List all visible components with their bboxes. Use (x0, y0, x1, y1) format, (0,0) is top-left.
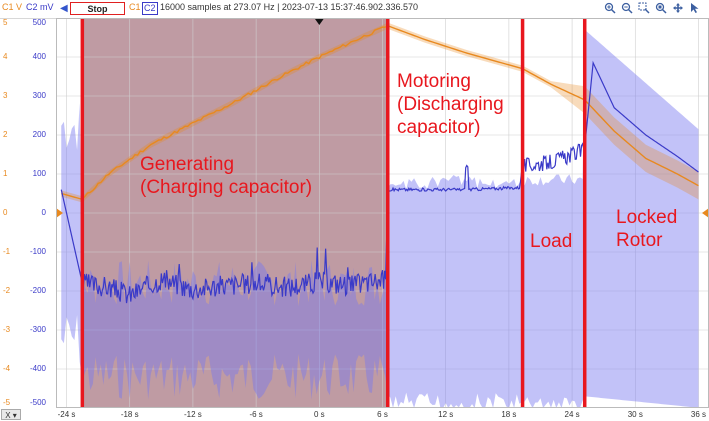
nav-left-icon[interactable]: ◀ (60, 3, 68, 14)
chevron-down-icon: ▾ (12, 411, 17, 420)
annotation-load: Load (530, 230, 572, 253)
x-tick-label: 0 s (313, 410, 325, 419)
stop-button[interactable]: Stop (70, 2, 125, 15)
c1-tick-label: 0 (3, 208, 8, 217)
c1-tick-label: -4 (3, 364, 11, 373)
c2-tick-label: -100 (29, 247, 46, 256)
annotation-text: Generating (140, 154, 235, 175)
c1-tick-label: -3 (3, 325, 11, 334)
c1-tick-label: 3 (3, 91, 8, 100)
cursor-icon[interactable] (688, 2, 701, 15)
c1-tick-label: 1 (3, 169, 8, 178)
c2-tick-label: -200 (29, 286, 46, 295)
c2-envelope (61, 30, 699, 408)
c2-tick-label: -300 (29, 325, 46, 334)
x-tick-label: 18 s (501, 410, 517, 419)
x-axis-bar: X ▾ -24 s -18 s -12 s -6 s 0 s 6 s 12 s 18 s 24 … (0, 408, 709, 421)
c2-tick-label: 500 (32, 18, 46, 27)
annotation-text: (Discharging (397, 94, 504, 115)
toolbar: C1 V C2 mV ◀ Stop C1 C2 16000 samples at… (0, 0, 709, 19)
channel-2-toggle[interactable]: C2 (142, 2, 158, 15)
c2-tick-label: -400 (29, 364, 46, 373)
zoom-box-icon[interactable] (637, 2, 650, 15)
c2-unit-label: C2 mV (26, 2, 54, 12)
x-tick-label: -18 s (120, 410, 139, 419)
x-tick-label: 6 s (377, 410, 388, 419)
x-button-label: X (5, 411, 11, 420)
annotation-text: (Charging capacitor) (140, 177, 313, 198)
c2-tick-label: 0 (41, 208, 46, 217)
annotation-text: Locked (616, 207, 678, 228)
c1-unit-label: C1 V (2, 2, 23, 12)
trigger-marker-icon (314, 18, 325, 25)
x-axis-menu-button[interactable]: X ▾ (1, 409, 21, 420)
c1-tick-label: 5 (3, 18, 8, 27)
zero-marker-left-icon (56, 208, 63, 218)
c2-tick-label: 200 (32, 130, 46, 139)
c1-tick-label: 2 (3, 130, 8, 139)
annotation-text: capacitor) (397, 117, 481, 138)
y-axis: 5 500 4 400 3 300 2 200 1 100 0 0 -1 -100 -2 -200 -3 -300… (0, 18, 56, 408)
zoom-in-icon[interactable] (603, 2, 616, 15)
annotation-locked-rotor: Locked Rotor (616, 206, 677, 252)
pan-icon[interactable] (671, 2, 684, 15)
annotation-text: Load (530, 231, 573, 252)
x-tick-label: -24 s (57, 410, 76, 419)
c2-tick-label: 300 (32, 91, 46, 100)
x-tick-label: 24 s (564, 410, 580, 419)
annotation-text: Motoring (397, 71, 471, 92)
channel-1-toggle[interactable]: C1 (129, 2, 141, 12)
c1-tick-label: -5 (3, 398, 11, 407)
x-tick-label: 36 s (690, 410, 707, 419)
zoom-fit-icon[interactable] (654, 2, 667, 15)
c1-tick-label: 4 (3, 52, 8, 61)
c2-tick-label: 400 (32, 52, 46, 61)
annotation-text: Rotor (616, 230, 663, 251)
c1-tick-label: -2 (3, 286, 11, 295)
c2-tick-label: -500 (29, 398, 46, 407)
annotation-motoring: Motoring (Discharging capacitor) (397, 70, 504, 139)
c1-series-line (61, 25, 699, 201)
x-tick-label: -12 s (184, 410, 202, 419)
x-tick-label: -6 s (249, 410, 263, 419)
c2-tick-label: 100 (32, 169, 46, 178)
c1-tick-label: -1 (3, 247, 11, 256)
x-tick-label: 30 s (627, 410, 643, 419)
x-tick-label: 12 s (438, 410, 454, 419)
zero-marker-right-icon (702, 208, 709, 218)
status-text: 16000 samples at 273.07 Hz | 2023-07-13 … (160, 2, 419, 12)
annotation-generating: Generating (Charging capacitor) (140, 153, 312, 199)
plot-area[interactable] (56, 18, 709, 408)
zoom-out-icon[interactable] (620, 2, 633, 15)
c2-series-line (60, 60, 699, 304)
